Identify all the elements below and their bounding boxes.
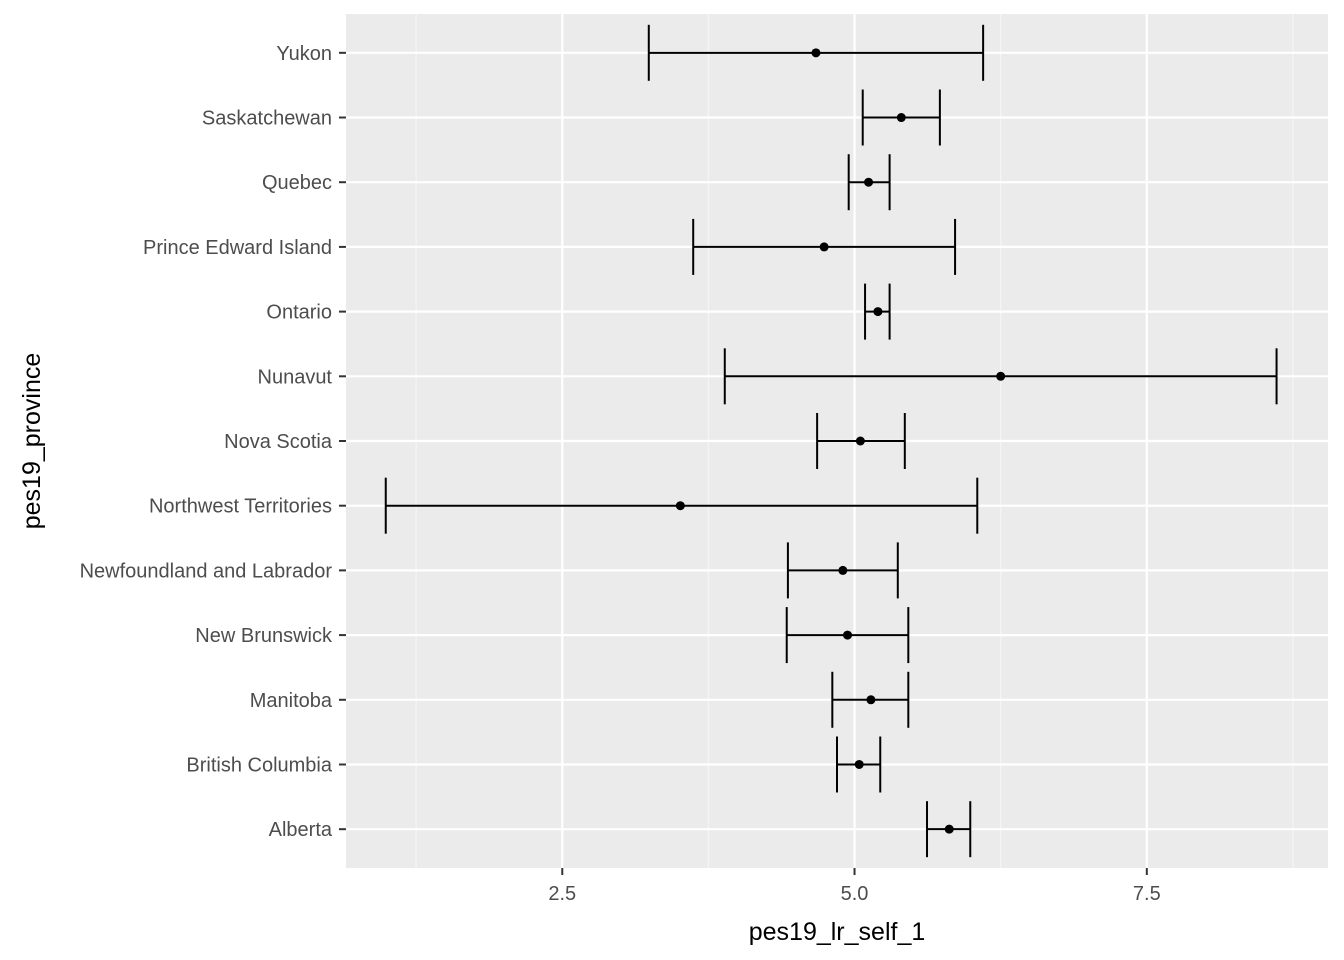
y-tick-label: Yukon xyxy=(276,43,332,65)
errorbar-british-columbia xyxy=(836,736,882,793)
errorbar-saskatchewan xyxy=(861,89,941,146)
errorbar-nova-scotia xyxy=(816,413,906,469)
y-tick-label: Saskatchewan xyxy=(202,108,332,130)
y-tick-label: Ontario xyxy=(266,302,332,324)
data-marks xyxy=(384,24,1278,858)
errorbar-nunavut xyxy=(723,348,1278,405)
mean-point xyxy=(811,48,821,58)
x-axis: 2.5 5.0 7.5 xyxy=(548,868,1161,905)
mean-point xyxy=(854,759,864,769)
x-tick-label: 2.5 xyxy=(548,883,576,905)
y-tick-label: Newfoundland and Labrador xyxy=(80,560,333,582)
mean-point xyxy=(864,177,874,187)
y-tick-label: Quebec xyxy=(262,172,332,194)
y-axis: Alberta British Columbia Manitoba New Bruns… xyxy=(80,43,346,841)
errorbar-newfoundland-and-labrador xyxy=(786,542,899,599)
y-tick-label: Nunavut xyxy=(258,366,333,388)
y-tick-label: Nova Scotia xyxy=(224,431,333,453)
mean-point xyxy=(855,436,865,446)
mean-point xyxy=(873,307,883,317)
y-tick-label: British Columbia xyxy=(186,754,332,776)
mean-point xyxy=(944,824,954,834)
mean-point xyxy=(838,565,848,575)
errorbar-new-brunswick xyxy=(785,607,910,664)
y-tick-label: Manitoba xyxy=(250,690,333,712)
mean-point xyxy=(819,242,829,252)
errorbar-quebec xyxy=(847,154,891,211)
errorbar-manitoba xyxy=(831,671,910,728)
x-tick-label: 5.0 xyxy=(841,883,869,905)
errorbar-alberta xyxy=(926,801,972,858)
mean-point xyxy=(896,113,906,123)
errorbar-ontario xyxy=(864,283,891,340)
y-tick-label: Alberta xyxy=(269,819,333,841)
y-tick-label: Prince Edward Island xyxy=(143,237,332,259)
mean-point xyxy=(996,371,1006,381)
y-tick-label: New Brunswick xyxy=(195,625,333,647)
y-tick-label: Northwest Territories xyxy=(149,496,332,518)
mean-point xyxy=(866,695,876,705)
errorbar-northwest-territories xyxy=(384,477,979,534)
errorbar-prince-edward-island xyxy=(692,218,957,275)
errorbar-yukon xyxy=(647,24,985,81)
x-axis-title: pes19_lr_self_1 xyxy=(749,918,926,946)
mean-point xyxy=(843,630,853,640)
mean-point xyxy=(675,501,685,511)
y-axis-title: pes19_province xyxy=(18,353,46,530)
x-tick-label: 7.5 xyxy=(1133,883,1161,905)
